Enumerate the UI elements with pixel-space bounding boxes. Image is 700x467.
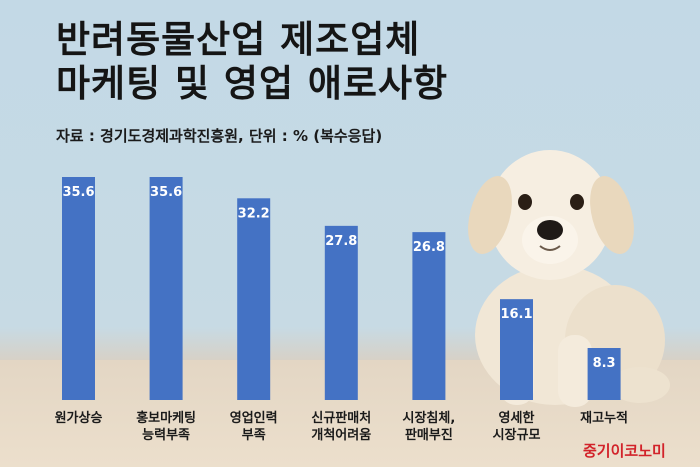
value-label-4: 26.8 [413, 240, 445, 255]
bar-6 [587, 348, 621, 400]
title-line-1: 반려동물산업 제조업체 [56, 18, 421, 61]
value-label-3: 27.8 [325, 234, 357, 249]
value-label-6: 8.3 [593, 356, 616, 371]
value-label-1: 35.6 [150, 185, 182, 200]
source-note: 자료 : 경기도경제과학진흥원, 단위 : % (복수응답) [56, 127, 383, 145]
bar-0 [62, 177, 95, 400]
category-label-5-1: 시장규모 [493, 427, 541, 443]
category-label-2-0: 영업인력 [230, 410, 278, 426]
category-label-6-0: 재고누적 [580, 410, 628, 426]
bar-2 [237, 198, 271, 400]
category-label-1-1: 능력부족 [142, 428, 190, 443]
page-title: 반려동물산업 제조업체 마케팅 및 영업 애로사항 [56, 18, 448, 106]
bar-1 [149, 177, 183, 400]
value-label-5: 16.1 [500, 307, 532, 322]
bar-3 [324, 225, 358, 400]
category-label-5-0: 영세한 [499, 410, 535, 426]
bar-4 [412, 232, 446, 400]
value-label-2: 32.2 [238, 206, 270, 221]
category-label-0-0: 원가상승 [55, 411, 103, 426]
category-label-2-1: 부족 [242, 428, 266, 443]
bar-5 [500, 299, 533, 400]
category-label-1-0: 홍보마케팅 [136, 410, 196, 426]
category-label-4-0: 시장침체, [403, 410, 456, 426]
category-label-3-1: 개척어려움 [311, 427, 371, 443]
value-label-0: 35.6 [62, 185, 94, 200]
category-label-4-1: 판매부진 [405, 427, 453, 443]
category-label-3-0: 신규판매처 [311, 410, 371, 426]
title-line-2: 마케팅 및 영업 애로사항 [56, 62, 449, 105]
brand-logo: 중기이코노미 [583, 442, 666, 460]
